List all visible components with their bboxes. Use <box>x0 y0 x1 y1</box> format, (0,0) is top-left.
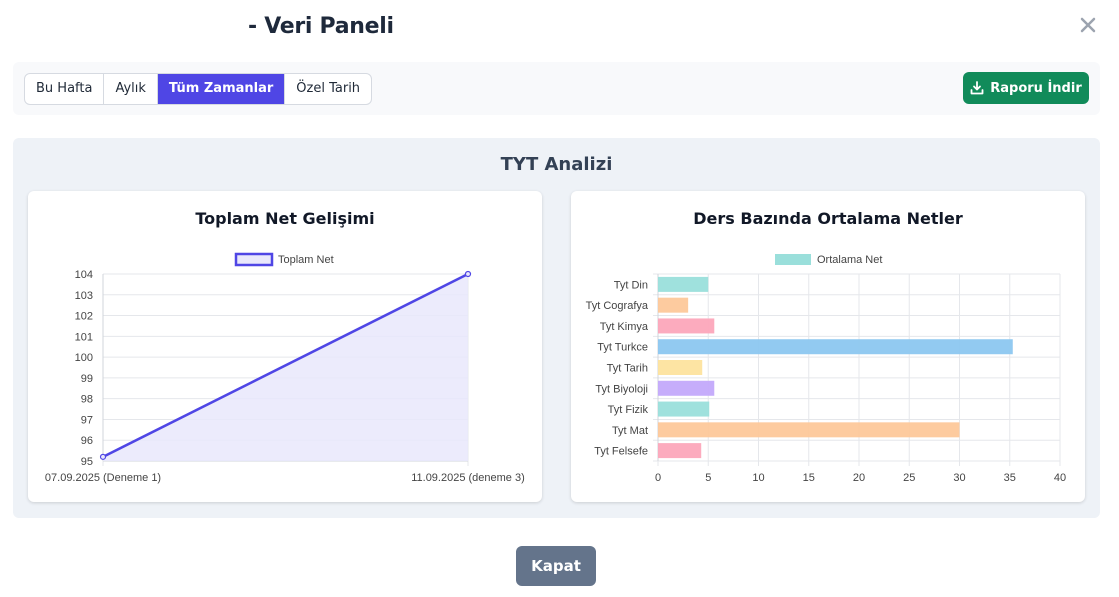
y-tick-label: 100 <box>75 352 93 364</box>
x-tick-label: 30 <box>953 472 965 484</box>
y-tick-label: 96 <box>81 435 93 447</box>
y-category-label: Tyt Tarih <box>607 363 648 375</box>
series-line-toplam-net <box>102 272 469 458</box>
total-net-chart-card: Toplam Net Gelişimi Toplam Net 95 96 97 98 99… <box>28 191 542 502</box>
time-range-tabs: Bu Hafta Aylık Tüm Zamanlar Özel Tarih <box>24 73 373 105</box>
close-button[interactable]: Kapat <box>516 546 596 586</box>
x-tick-label: 10 <box>752 472 764 484</box>
bar-tyt-biyoloji <box>658 380 715 396</box>
y-category-label: Tyt Felsefe <box>594 446 648 458</box>
tab-custom-date[interactable]: Özel Tarih <box>296 81 361 96</box>
tab-monthly[interactable]: Aylık <box>104 74 158 104</box>
filter-toolbar: Bu Hafta Aylık Tüm Zamanlar Özel Tarih R… <box>13 62 1100 115</box>
legend-swatch-toplam-net <box>234 252 274 267</box>
x-tick-label: 35 <box>1004 472 1016 484</box>
y-category-label: Tyt Mat <box>612 425 648 437</box>
y-category-label: Tyt Biyoloji <box>595 383 648 395</box>
bar-tyt-fizik <box>658 401 710 417</box>
total-net-chart-title: Toplam Net Gelişimi <box>195 209 375 228</box>
y-tick-label: 98 <box>81 394 93 406</box>
y-tick-label: 95 <box>81 456 93 468</box>
y-tick-label: 99 <box>81 373 93 385</box>
y-tick-label: 103 <box>75 290 93 302</box>
y-tick-label: 101 <box>75 331 93 343</box>
panel-title: TYT Analizi <box>500 154 613 175</box>
x-tick-label: 25 <box>903 472 915 484</box>
legend-swatch-ortalama-net <box>775 254 811 265</box>
bar-tyt-din <box>658 276 709 292</box>
y-category-label: Tyt Fizik <box>608 404 649 416</box>
y-tick-label: 104 <box>75 269 93 281</box>
bar-tyt-tarih <box>658 360 703 375</box>
bar-legend: Ortalama Net <box>775 254 882 266</box>
legend-label-ortalama-net: Ortalama Net <box>817 254 882 266</box>
legend-label-toplam-net: Toplam Net <box>278 254 334 266</box>
bar-tyt-mat <box>658 422 960 438</box>
x-tick-label: 5 <box>705 472 711 484</box>
bar-tyt-felsefe <box>658 443 702 459</box>
x-tick-label: 40 <box>1054 472 1066 484</box>
tab-all-time[interactable]: Tüm Zamanlar <box>157 74 286 104</box>
x-tick-label: 11.09.2025 (deneme 3) <box>411 472 525 484</box>
tyt-analysis-panel: TYT Analizi Toplam Net Gelişimi Toplam N… <box>13 138 1100 518</box>
y-category-label: Tyt Din <box>614 279 648 291</box>
bar-tyt-turkce <box>658 339 1013 355</box>
subject-average-bar-chart: Ortalama Net 0 5 10 15 20 25 30 35 40 Tyt Din Tyt C… <box>586 254 1066 484</box>
x-tick-label: 20 <box>853 472 865 484</box>
line-legend: Toplam Net <box>234 252 334 267</box>
data-point <box>464 270 472 278</box>
download-icon <box>970 81 984 95</box>
bar-tyt-cografya <box>658 297 689 313</box>
y-category-label: Tyt Kimya <box>600 321 649 333</box>
y-category-label: Tyt Turkce <box>597 342 648 354</box>
modal-title: - Veri Paneli <box>248 14 394 39</box>
y-category-label: Tyt Cografya <box>586 300 649 312</box>
bar-tyt-kimya <box>658 318 715 334</box>
close-icon[interactable] <box>1077 14 1099 36</box>
x-tick-label: 15 <box>803 472 815 484</box>
download-report-button[interactable]: Raporu İndir <box>963 72 1089 104</box>
subject-average-chart-card: Ders Bazında Ortalama Netler Ortalama Ne… <box>571 191 1085 502</box>
data-point <box>99 453 107 460</box>
y-tick-label: 97 <box>81 414 93 426</box>
tab-this-week[interactable]: Bu Hafta <box>25 74 105 104</box>
total-net-line-chart: Toplam Net 95 96 97 98 99 100 101 102 103 104 07.09… <box>45 252 525 484</box>
x-tick-label: 0 <box>655 472 661 484</box>
x-tick-label: 07.09.2025 (Deneme 1) <box>45 472 161 484</box>
subject-average-chart-title: Ders Bazında Ortalama Netler <box>693 209 963 228</box>
download-report-label: Raporu İndir <box>990 80 1082 96</box>
y-tick-label: 102 <box>75 311 93 323</box>
